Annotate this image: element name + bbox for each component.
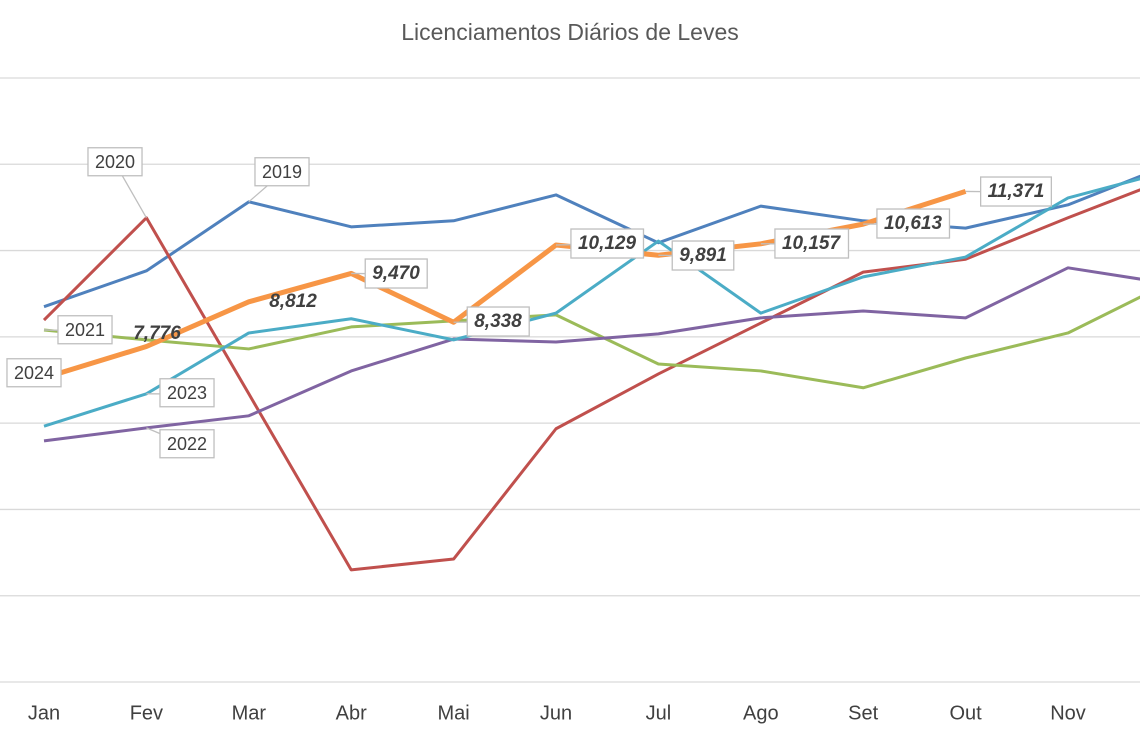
data-label-box bbox=[570, 228, 645, 259]
x-tick-label: Mar bbox=[232, 702, 267, 724]
series-line bbox=[43, 174, 1140, 309]
x-tick-label: Nov bbox=[1050, 702, 1086, 724]
x-tick-label: Jun bbox=[540, 702, 572, 724]
data-label-box bbox=[671, 240, 735, 271]
x-tick-label: Out bbox=[949, 702, 982, 724]
data-label-box bbox=[876, 208, 951, 239]
legend-box bbox=[57, 315, 113, 345]
data-label: 10,613 bbox=[884, 213, 943, 234]
legend-label: 2020 bbox=[95, 152, 135, 172]
legend-box bbox=[87, 147, 143, 177]
legend-label: 2019 bbox=[262, 162, 302, 182]
data-label-box bbox=[466, 306, 530, 337]
x-tick-label: Jan bbox=[28, 702, 60, 724]
data-label: 10,129 bbox=[578, 233, 637, 254]
x-tick-label: Ago bbox=[743, 702, 779, 724]
series-line bbox=[43, 189, 967, 381]
series-line bbox=[43, 266, 1140, 443]
legend-box bbox=[159, 429, 215, 459]
data-label-box bbox=[364, 258, 428, 289]
series-line bbox=[43, 177, 1140, 428]
data-label-box bbox=[774, 228, 850, 259]
legend-box bbox=[159, 378, 215, 408]
legend-box bbox=[6, 358, 62, 388]
data-label: 8,812 bbox=[269, 291, 317, 312]
data-label-box bbox=[979, 176, 1053, 207]
x-tick-label: Mai bbox=[437, 702, 469, 724]
legend-label: 2024 bbox=[14, 363, 54, 383]
data-label: 9,470 bbox=[372, 263, 420, 284]
legend-label: 2023 bbox=[167, 383, 207, 403]
x-tick-label: Jul bbox=[646, 702, 672, 724]
chart-title: Licenciamentos Diários de Leves bbox=[401, 19, 739, 45]
data-label: 10,157 bbox=[782, 233, 842, 254]
data-label: 7,776 bbox=[133, 323, 181, 344]
data-label: 8,338 bbox=[474, 311, 522, 332]
data-label: 11,371 bbox=[988, 181, 1045, 202]
x-tick-label: Abr bbox=[336, 702, 367, 724]
series-line bbox=[42, 188, 1140, 572]
x-tick-label: Fev bbox=[130, 702, 163, 724]
x-tick-label: Set bbox=[848, 702, 878, 724]
legend-label: 2022 bbox=[167, 434, 207, 454]
series-line bbox=[43, 295, 1140, 390]
legend-label: 2021 bbox=[65, 320, 105, 340]
data-label: 9,891 bbox=[679, 245, 727, 266]
legend-box bbox=[254, 157, 310, 187]
